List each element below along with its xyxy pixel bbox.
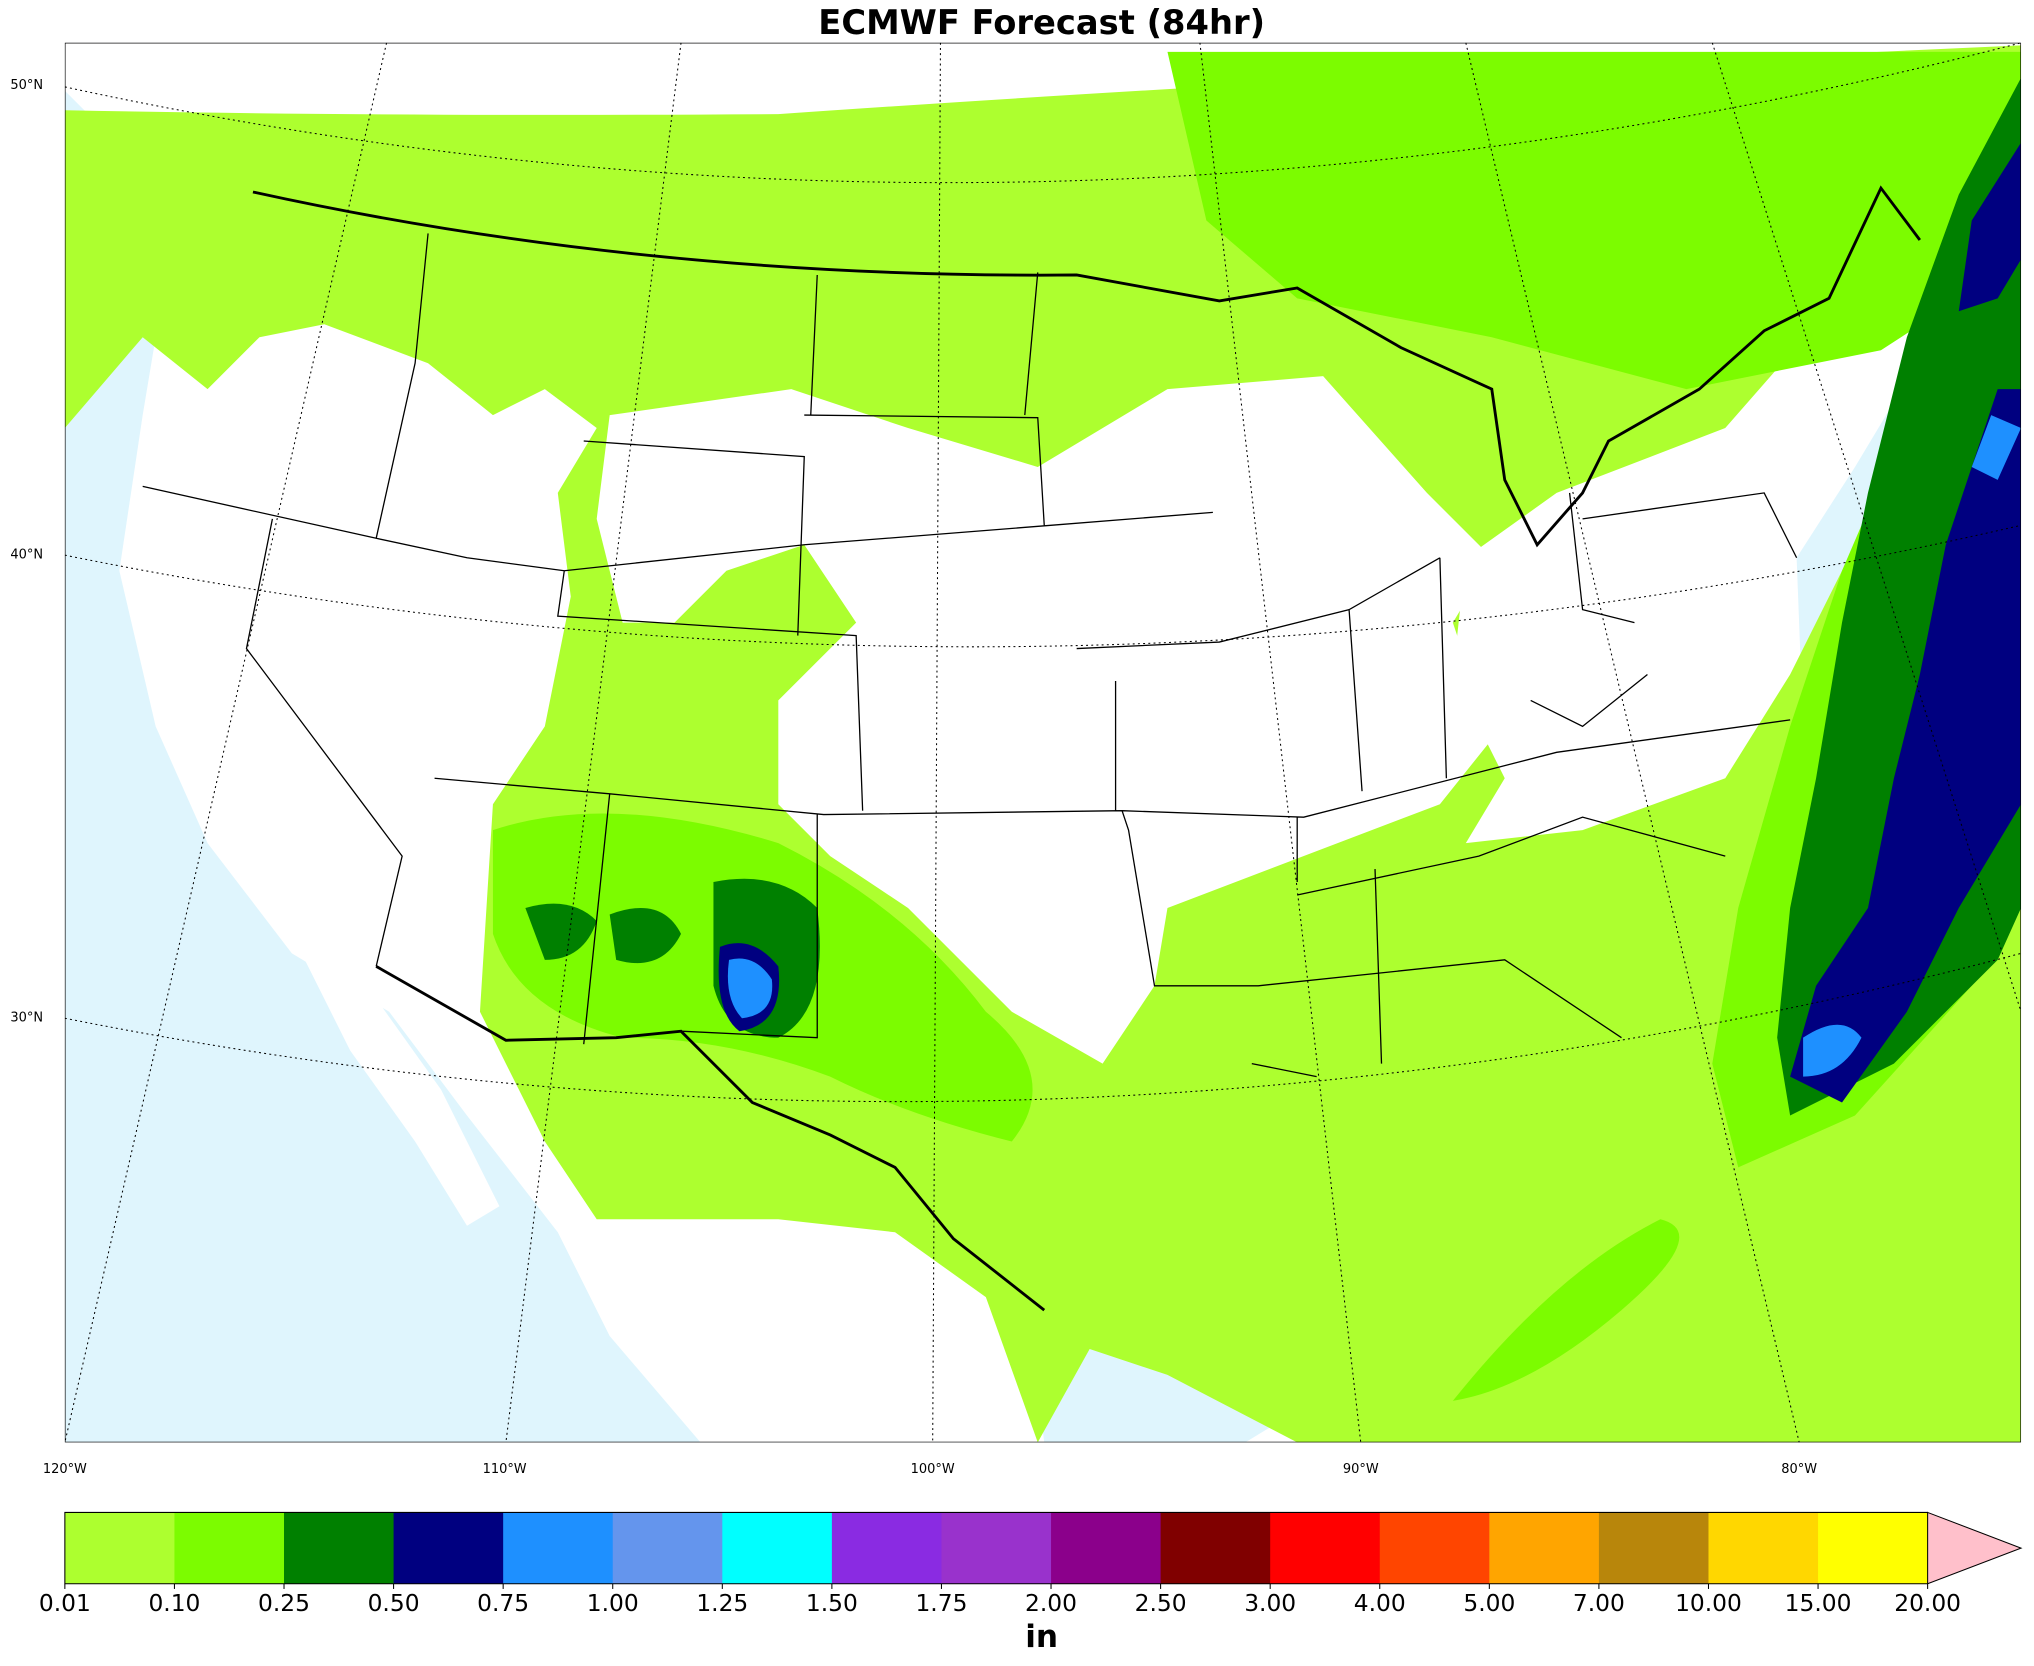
colorbar-box: [1160, 1512, 1271, 1584]
colorbar-box: [831, 1512, 943, 1584]
colorbar-extend: [1927, 1511, 2023, 1585]
colorbar-box: [1818, 1512, 1929, 1584]
lat-label: 40°N: [10, 548, 43, 563]
colorbar-frame: [64, 1511, 1928, 1585]
colorbar-label: 1.50: [806, 1589, 858, 1617]
colorbar-label: 0.75: [477, 1589, 529, 1617]
colorbar-label: 0.50: [368, 1589, 420, 1617]
colorbar-box: [64, 1512, 176, 1584]
state-line: [142, 233, 1798, 1078]
lon-label: 80°W: [1781, 1462, 1817, 1477]
lon-label: 100°W: [911, 1462, 955, 1477]
colorbar-box: [1051, 1512, 1162, 1584]
colorbar-box: [941, 1512, 1052, 1584]
title: ECMWF Forecast (84hr): [818, 3, 1265, 42]
colorbar-unit: in: [1025, 1619, 1058, 1655]
colorbar-label: 4.00: [1354, 1589, 1406, 1617]
precip-area: [1790, 142, 2022, 1103]
colorbar: 0.01 0.10 0.25 0.50 0.75 1.00 1.25 1.50 1.75 2.00…: [39, 1511, 2023, 1617]
colorbar-box: [1489, 1512, 1600, 1584]
precip-area: [1452, 1219, 1680, 1401]
colorbar-label: 5.00: [1463, 1589, 1515, 1617]
graticule: [64, 952, 2022, 1103]
colorbar-box: [393, 1512, 504, 1584]
lat-label: 30°N: [10, 1011, 43, 1026]
precip-area: [727, 958, 773, 1019]
precip-area: [609, 907, 682, 964]
lat-labels: 50°N 40°N 30°N: [10, 78, 43, 1026]
lat-label: 50°N: [10, 78, 43, 93]
colorbar-box: [1598, 1512, 1710, 1584]
colorbar-box: [503, 1512, 614, 1584]
colorbar-box: [1270, 1512, 1381, 1584]
colorbar-label: 0.10: [148, 1589, 200, 1617]
colorbar-label: 2.50: [1135, 1589, 1187, 1617]
colorbar-box: [722, 1512, 833, 1584]
graticule: [64, 42, 2022, 184]
lon-label: 110°W: [483, 1462, 527, 1477]
colorbar-label: 20.00: [1894, 1589, 1961, 1617]
precip-area: [525, 903, 597, 960]
border: [375, 965, 1046, 1312]
colorbar-label: 1.00: [587, 1589, 639, 1617]
colorbar-box: [284, 1512, 395, 1584]
colorbar-label: 10.00: [1675, 1589, 1742, 1617]
map: [64, 42, 2022, 1443]
colorbar-label: 0.01: [39, 1589, 91, 1617]
colorbar-label: 7.00: [1573, 1589, 1625, 1617]
colorbar-box: [1379, 1512, 1490, 1584]
colorbar-label: 1.25: [696, 1589, 748, 1617]
colorbar-label: 0.25: [258, 1589, 310, 1617]
lon-label: 120°W: [43, 1462, 87, 1477]
lon-labels: 120°W 110°W 100°W 90°W 80°W: [43, 1462, 1817, 1477]
lon-label: 90°W: [1343, 1462, 1379, 1477]
border: [252, 185, 1921, 548]
colorbar-box: [612, 1512, 723, 1584]
precip-area: [596, 376, 1492, 1064]
colorbar-box: [174, 1512, 285, 1584]
colorbar-label: 15.00: [1785, 1589, 1852, 1617]
colorbar-box: [1708, 1512, 1819, 1584]
graticule: [64, 524, 2022, 648]
precip-area: [1167, 51, 2022, 390]
colorbar-label: 3.00: [1244, 1589, 1296, 1617]
colorbar-label: 2.00: [1025, 1589, 1077, 1617]
colorbar-label: 1.75: [915, 1589, 967, 1617]
land: [304, 959, 500, 1226]
